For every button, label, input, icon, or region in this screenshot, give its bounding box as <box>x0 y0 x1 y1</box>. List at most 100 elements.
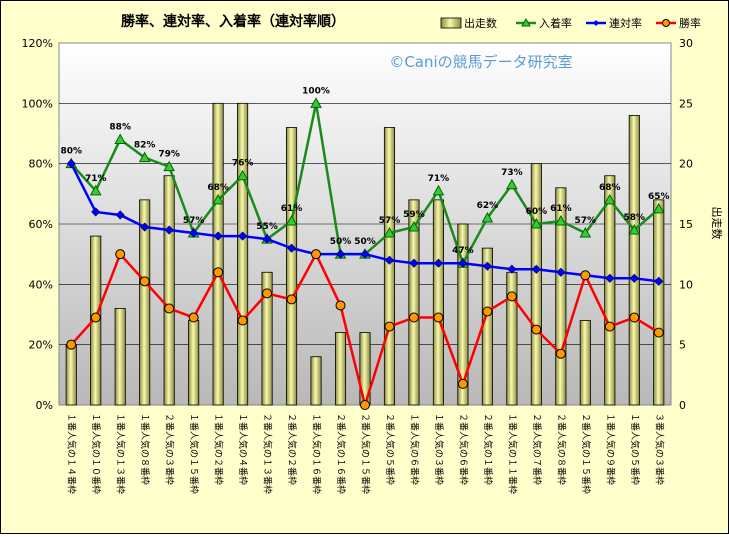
bar <box>237 102 249 406</box>
point <box>628 224 641 235</box>
bar <box>212 102 224 406</box>
bar <box>653 199 665 406</box>
point <box>189 228 199 238</box>
bar <box>408 199 420 406</box>
bar <box>163 175 175 406</box>
point <box>652 202 665 214</box>
point <box>458 258 468 268</box>
bar <box>383 127 396 406</box>
point <box>311 249 322 260</box>
legend-marker <box>593 20 599 26</box>
y-tick-label: 20% <box>29 339 53 352</box>
data-label: 59% <box>403 210 425 220</box>
x-tick-label: ２番人気の５番枠 <box>384 413 396 485</box>
data-label: 71% <box>85 174 107 184</box>
point <box>432 184 445 196</box>
point <box>212 193 224 205</box>
x-tick-label: １番人気の１４番枠 <box>66 413 78 494</box>
y2-tick-label: 15 <box>679 218 693 231</box>
data-label: 88% <box>109 123 131 133</box>
y2-tick-label: 25 <box>679 97 693 110</box>
y-tick-label: 40% <box>29 278 53 291</box>
point <box>629 312 640 323</box>
point <box>531 324 542 335</box>
y2-tick-label: 30 <box>679 37 693 50</box>
point <box>91 207 101 217</box>
bar <box>555 187 567 406</box>
x-tick-label: １番人気の８番枠 <box>139 413 151 485</box>
point <box>384 321 395 332</box>
x-tick-label: １番人気の４番枠 <box>237 413 249 485</box>
x-tick-label: １番人気の１０番枠 <box>90 413 102 494</box>
point <box>384 255 395 265</box>
data-label: 57% <box>575 216 597 226</box>
y2-tick-label: 5 <box>679 339 686 352</box>
watermark: ©Caniの競馬データ研究室 <box>389 53 572 71</box>
point <box>213 267 224 278</box>
bar <box>457 223 469 406</box>
point <box>115 210 125 220</box>
y-tick-label: 60% <box>29 218 53 231</box>
point <box>482 261 492 271</box>
bar <box>628 115 640 406</box>
point <box>335 300 346 311</box>
x-tick-label: ２番人気の１５番枠 <box>580 413 592 494</box>
bar <box>432 199 444 406</box>
y2-tick-label: 0 <box>679 399 686 412</box>
data-label: 100% <box>302 86 330 96</box>
point <box>408 220 420 232</box>
point <box>457 378 468 389</box>
x-tick-label: ２番人気の１番枠 <box>482 413 494 485</box>
point <box>360 400 370 410</box>
point <box>66 159 76 169</box>
chart-title: 勝率、連対率、入着率（連対率順） <box>121 13 345 30</box>
point <box>262 288 273 299</box>
point <box>138 151 151 163</box>
point <box>531 264 541 274</box>
bar <box>530 163 542 406</box>
x-tick-label: １番人気の６番枠 <box>408 413 420 485</box>
point <box>579 227 592 238</box>
data-label: 55% <box>256 222 278 232</box>
x-tick-label: １番人気の１５番枠 <box>188 413 200 494</box>
data-label: 61% <box>550 204 572 214</box>
x-tick-label: １番人気の５番枠 <box>629 413 641 485</box>
point <box>383 227 396 238</box>
legend-label: 出走数 <box>464 16 497 30</box>
x-tick-label: １番人気の２番枠 <box>213 413 225 485</box>
x-tick-label: ２番人気の８番枠 <box>555 413 567 485</box>
data-label: 80% <box>60 147 82 157</box>
x-tick-label: １番人気の９番枠 <box>604 413 616 485</box>
point <box>163 160 176 172</box>
legend-label: 連対率 <box>609 16 642 30</box>
x-tick-label: ２番人気の３番枠 <box>164 413 176 485</box>
x-tick-label: ２番人気の２番枠 <box>286 413 298 485</box>
point <box>164 225 174 235</box>
y-tick-label: 100% <box>22 97 53 110</box>
data-label: 76% <box>232 159 254 169</box>
point <box>139 276 150 287</box>
x-tick-label: １番人気の１１番枠 <box>506 413 518 494</box>
legend-label: 勝率 <box>679 16 701 30</box>
point <box>530 217 543 229</box>
data-label: 65% <box>648 192 670 202</box>
point <box>66 339 77 350</box>
data-label: 82% <box>134 141 156 151</box>
point <box>285 214 298 226</box>
data-label: 73% <box>501 168 523 178</box>
point <box>360 249 370 259</box>
x-tick-label: １番人気の３番枠 <box>433 413 445 485</box>
y-tick-label: 80% <box>29 158 53 171</box>
x-tick-label: ２番人気の１３番枠 <box>262 413 274 494</box>
bar <box>334 332 347 406</box>
point <box>237 315 248 326</box>
bar <box>481 247 493 406</box>
point <box>507 264 517 274</box>
point <box>605 273 615 283</box>
point <box>506 291 517 302</box>
point <box>236 169 249 181</box>
bar <box>604 175 616 406</box>
data-label: 71% <box>428 174 450 184</box>
